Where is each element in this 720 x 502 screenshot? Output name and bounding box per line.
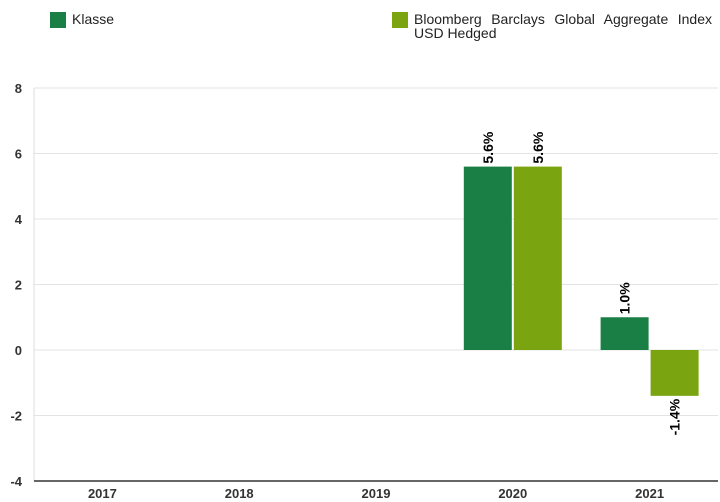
y-tick-label: 0 xyxy=(15,343,22,358)
y-tick-label: 4 xyxy=(15,212,23,227)
y-tick-label: 6 xyxy=(15,147,22,162)
legend-label-klasse: Klasse xyxy=(72,11,115,27)
y-tick-label: -4 xyxy=(10,474,22,489)
x-tick-label: 2019 xyxy=(362,486,391,501)
y-tick-label: 2 xyxy=(15,278,22,293)
data-label: -1.4% xyxy=(667,398,683,435)
x-tick-label: 2021 xyxy=(635,486,664,501)
y-axis-ticks: 8 6 4 2 0 -2 -4 xyxy=(10,81,22,489)
data-labels: 5.6% 5.6% 1.0% -1.4% xyxy=(480,131,683,435)
x-tick-label: 2020 xyxy=(498,486,527,501)
y-tick-label: 8 xyxy=(15,81,22,96)
y-tick-label: -2 xyxy=(10,409,22,424)
gridlines xyxy=(34,87,718,416)
chart-legend: Klasse Bloomberg Barclays Global Aggrega… xyxy=(0,12,720,52)
data-label: 1.0% xyxy=(617,282,633,314)
x-tick-label: 2018 xyxy=(225,486,254,501)
x-tick-label: 2017 xyxy=(88,486,117,501)
legend-item-klasse: Klasse xyxy=(50,12,114,28)
data-label: 5.6% xyxy=(480,131,496,163)
x-axis-ticks: 2017 2018 2019 2020 2021 xyxy=(88,486,664,501)
legend-swatch-klasse xyxy=(50,12,66,28)
legend-swatch-benchmark xyxy=(392,12,408,28)
bar-klasse-2021 xyxy=(600,317,649,350)
data-label: 5.6% xyxy=(530,131,546,163)
legend-label-benchmark: Bloomberg Barclays Global Aggregate Inde… xyxy=(414,11,712,41)
bars xyxy=(463,166,699,396)
bar-benchmark-2020 xyxy=(513,166,562,350)
legend-item-benchmark: Bloomberg Barclays Global Aggregate Inde… xyxy=(392,12,712,40)
bar-klasse-2020 xyxy=(463,166,512,350)
bar-benchmark-2021 xyxy=(650,350,699,396)
